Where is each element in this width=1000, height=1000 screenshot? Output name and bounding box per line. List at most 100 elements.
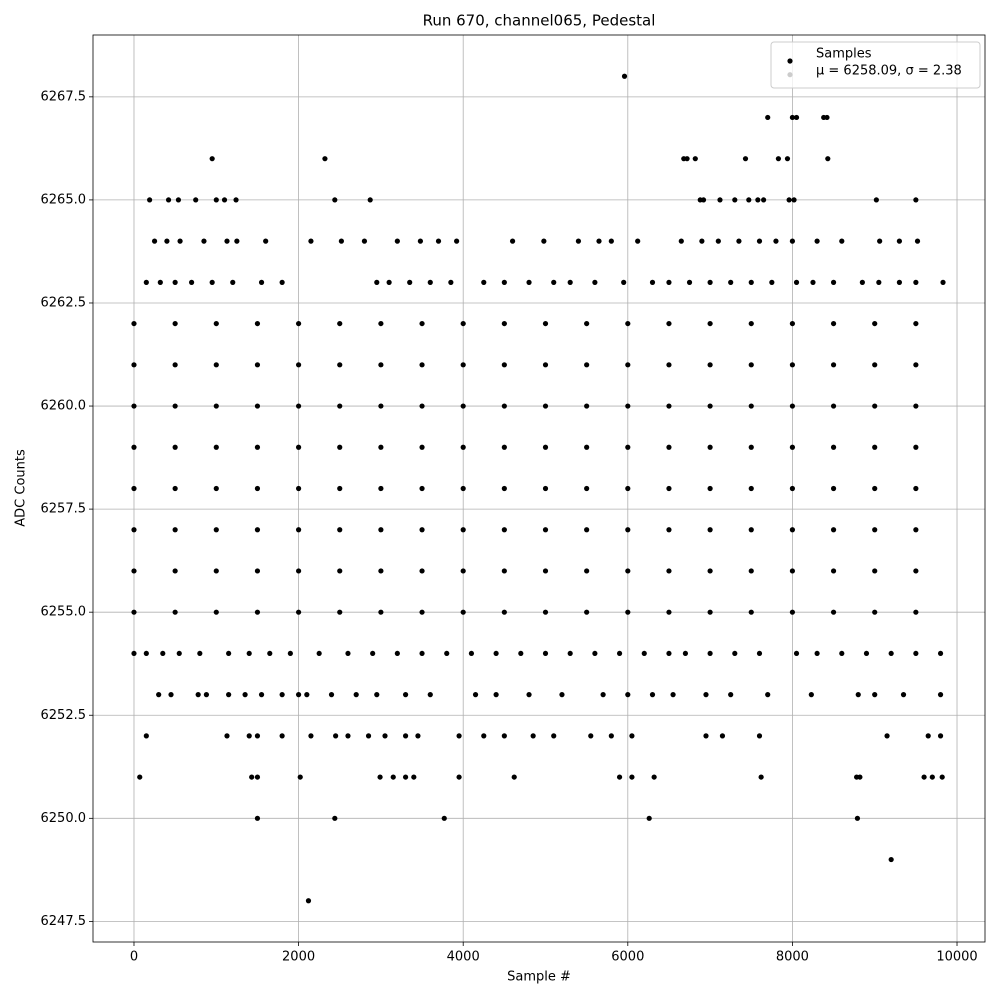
sample-point [736,238,742,244]
sample-point [378,609,384,615]
sample-point [700,197,707,203]
sample-point [254,403,261,409]
sample-point [209,279,215,285]
sample-point [175,197,182,203]
sample-point [872,403,878,409]
sample-point [308,733,314,739]
sample-point [411,774,417,780]
x-tick-label: 6000 [611,950,644,965]
sample-point [493,650,499,657]
sample-point [530,733,536,739]
y-tick-label: 6262.5 [41,295,87,310]
sample-point [370,650,376,657]
sample-point [511,774,517,780]
sample-point [756,733,763,739]
sample-point [333,733,339,739]
sample-point [230,279,236,285]
sample-point [830,403,837,409]
sample-point [501,444,507,450]
sample-point [625,609,631,615]
sample-point [295,444,302,450]
sample-point [501,733,507,739]
sample-point [666,568,672,574]
sample-point [789,362,796,368]
sample-point [213,568,219,574]
sample-point [666,362,672,368]
sample-point [213,320,219,327]
sample-point [542,403,549,409]
sample-point [382,733,388,739]
sample-point [793,114,800,121]
sample-point [374,279,380,285]
sample-point [703,692,709,698]
sample-point [616,650,623,657]
sample-point [682,650,689,657]
sample-point [201,238,207,244]
sample-point [830,279,837,285]
sample-point [728,279,734,285]
sample-point [765,692,771,698]
y-tick-label: 6250.0 [41,811,87,826]
sample-point [337,320,343,327]
sample-point [789,609,796,615]
sample-point [460,568,466,574]
sample-point [567,279,573,285]
sample-point [789,114,796,121]
sample-point [456,733,462,739]
sample-point [131,362,137,368]
sample-point [707,320,713,327]
sample-point [872,320,878,327]
sample-point [254,609,261,615]
sample-point [542,650,549,657]
sample-point [337,609,343,615]
sample-point [419,650,425,657]
sample-point [172,279,178,285]
sample-point [616,774,623,780]
sample-point [937,650,944,657]
sample-point [213,197,219,203]
sample-point [454,238,460,244]
sample-point [872,609,878,615]
sample-point [629,733,635,739]
sample-point [707,609,713,615]
sample-point [748,568,754,574]
sample-point [415,733,421,739]
y-tick-label: 6257.5 [41,502,87,517]
sample-point [939,774,945,780]
sample-point [789,527,796,533]
sample-point [859,279,865,285]
sample-point [353,692,359,698]
sample-point [177,238,183,244]
sample-point [254,774,261,780]
sample-point [501,609,507,615]
sample-point [884,733,890,739]
sample-point [131,485,137,492]
sample-point [913,320,919,327]
legend-box [770,41,981,89]
sample-point [732,197,738,203]
sample-point [854,815,861,821]
sample-point [872,485,878,492]
sample-point [551,733,557,739]
sample-point [419,527,425,533]
sample-point [386,279,392,285]
legend-label: μ = 6258.09, σ = 2.38 [816,64,962,79]
plot-frame [92,34,986,943]
sample-point [913,403,919,409]
sample-point [707,527,713,533]
sample-point [501,320,507,327]
sample-point [761,197,767,203]
sample-point [297,774,303,780]
sample-point [707,650,713,657]
sample-point [784,156,791,162]
sample-point [789,320,796,327]
sample-point [419,403,425,409]
sample-point [143,279,149,285]
sample-point [419,568,425,574]
sample-point [913,279,919,285]
sample-point [625,403,631,409]
sample-point [378,403,384,409]
sample-point [143,650,149,657]
sample-point [830,362,837,368]
